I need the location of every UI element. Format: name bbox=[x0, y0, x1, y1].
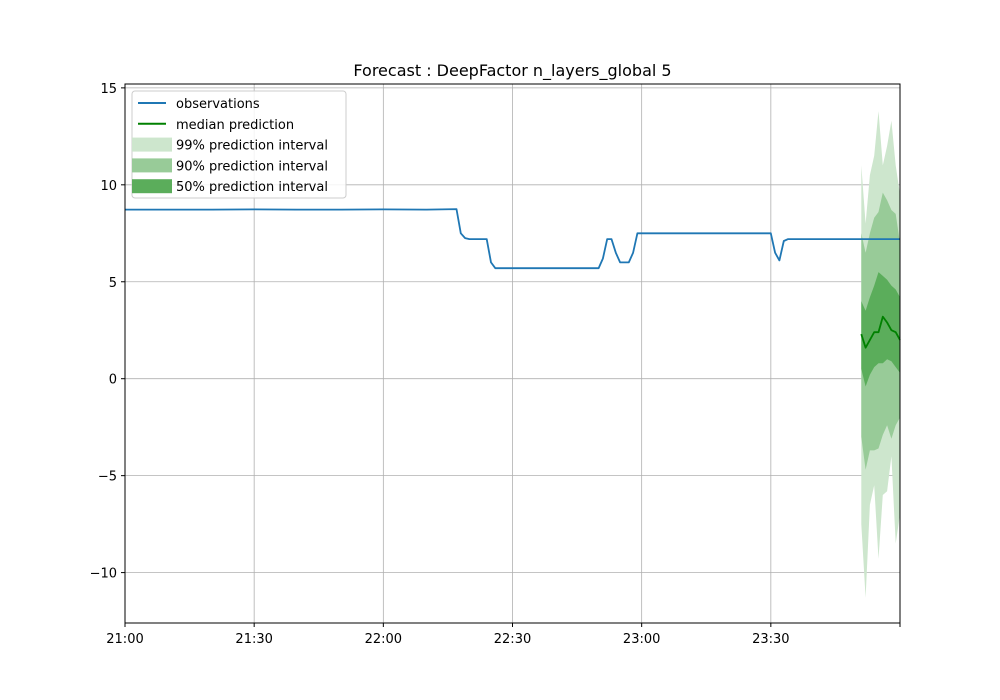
legend-swatch-4 bbox=[132, 158, 172, 173]
band-3 bbox=[861, 272, 900, 387]
y-tick-label: 15 bbox=[100, 82, 117, 97]
legend-swatch-3 bbox=[132, 137, 172, 152]
y-tick-label: −10 bbox=[90, 567, 117, 582]
legend: observations median prediction 99% predict… bbox=[131, 90, 347, 199]
y-tick-label: 0 bbox=[109, 373, 117, 388]
chart-title: Forecast : DeepFactor n_layers_global 5 bbox=[353, 61, 671, 81]
x-tick-label: 21:00 bbox=[106, 632, 143, 647]
x-tick-label: 22:30 bbox=[494, 632, 531, 647]
y-tick-label: 5 bbox=[109, 276, 117, 291]
legend-label-2: median prediction bbox=[176, 118, 294, 133]
y-tick-label: −5 bbox=[98, 470, 117, 485]
x-tick-label: 23:00 bbox=[623, 632, 660, 647]
legend-swatch-5 bbox=[132, 179, 172, 194]
x-tick-label: 22:00 bbox=[365, 632, 402, 647]
series-line-1 bbox=[125, 208, 900, 270]
legend-label-1: observations bbox=[176, 97, 260, 112]
plot-area: 21:00 21:30 22:00 22:30 23:00 23:30 −10 −5 0 5 10 1… bbox=[90, 82, 901, 647]
series-line-2 bbox=[860, 315, 901, 349]
legend-label-3: 99% prediction interval bbox=[176, 139, 328, 154]
x-tick-label: 23:30 bbox=[752, 632, 789, 647]
x-tick-label: 21:30 bbox=[235, 632, 272, 647]
y-tick-label: 10 bbox=[100, 179, 117, 194]
legend-label-5: 50% prediction interval bbox=[176, 180, 328, 195]
legend-label-4: 90% prediction interval bbox=[176, 159, 328, 174]
